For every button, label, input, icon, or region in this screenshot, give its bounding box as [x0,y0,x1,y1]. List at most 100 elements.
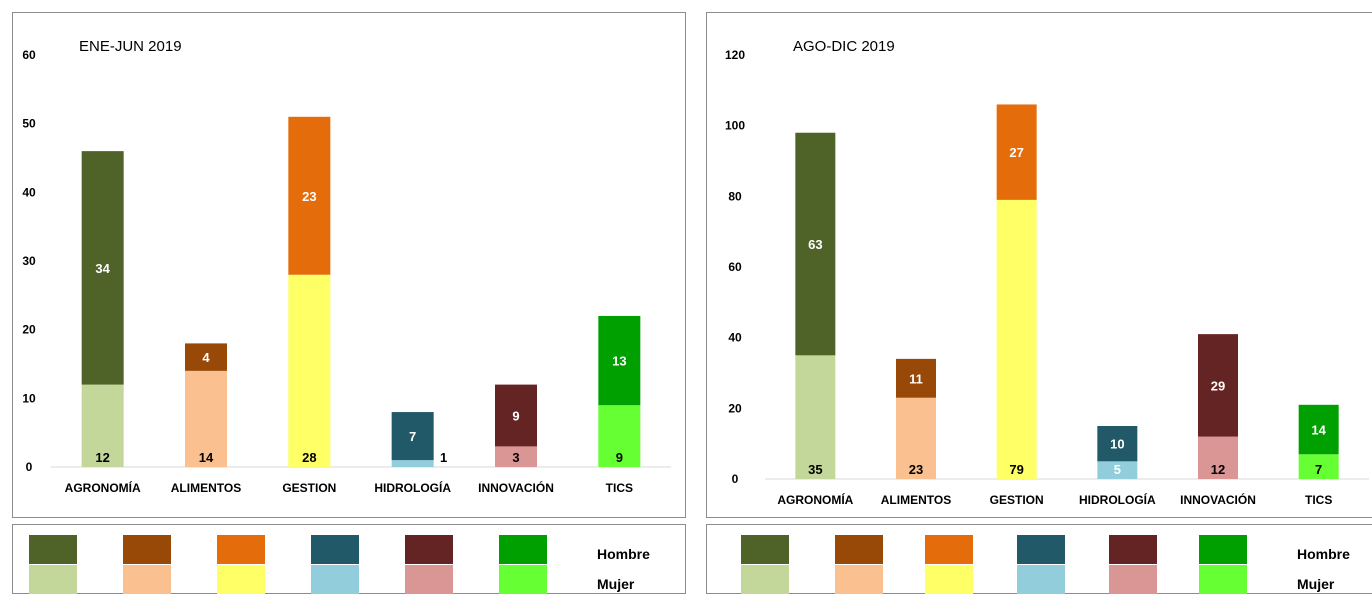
data-label-hombre-4: 9 [512,409,519,424]
legend-swatch-mujer-4 [405,565,453,594]
legend-swatch-hombre-5 [1199,535,1247,564]
legend-swatch-hombre-3 [1017,535,1065,564]
bar-hombre-3 [391,412,434,461]
bar-hombre-5 [598,315,641,406]
legend-swatch-mujer-2 [925,565,973,594]
data-label-hombre-4: 29 [1211,378,1225,393]
data-label-mujer-0: 12 [95,450,109,465]
chart-title: ENE-JUN 2019 [79,38,182,55]
legend-swatch-mujer-5 [1199,565,1247,594]
chart-panel-ene-jun: ENE-JUN 2019 0 10 20 30 40 50 60 12 34 AGRONOMÍA 14… [12,12,686,518]
x-tick-label: TICS [1305,493,1332,507]
chart-ago-dic: AGO-DIC 2019 0 20 40 60 80 100 120 35 63 AGRONOMÍA… [725,38,1369,507]
y-tick-label: 20 [728,401,742,415]
legend-label-mujer: Mujer [597,576,635,592]
legend-ago-dic: Hombre Mujer [741,535,1350,594]
data-label-mujer-3: 1 [440,450,447,465]
x-tick-label: AGRONOMÍA [777,492,853,507]
bar-mujer-3 [391,460,434,467]
x-tick-label: TICS [606,481,633,495]
chart-title: AGO-DIC 2019 [793,38,895,55]
y-tick-label: 100 [725,119,745,133]
bar-hombre-5 [1298,404,1339,455]
bar-hombre-0 [795,132,836,356]
x-tick-label: ALIMENTOS [881,493,951,507]
x-tick-label: HIDROLOGÍA [374,480,451,495]
legend-swatch-hombre-2 [217,535,265,564]
bar-mujer-4 [1198,436,1238,479]
x-tick-label: GESTION [990,493,1044,507]
x-tick-label: AGRONOMÍA [65,480,141,495]
legend-swatch-hombre-1 [835,535,883,564]
legend-swatch-hombre-0 [741,535,789,564]
legend-swatch-mujer-2 [217,565,265,594]
legend-swatch-hombre-4 [1109,535,1157,564]
legend-panel-ago-dic: Hombre Mujer [706,524,1372,594]
legend-swatch-hombre-3 [311,535,359,564]
data-label-hombre-0: 34 [95,261,110,276]
data-label-hombre-1: 4 [202,350,210,365]
legend-swatch-hombre-1 [123,535,171,564]
data-label-hombre-3: 10 [1110,437,1124,452]
bar-hombre-3 [1097,426,1138,462]
data-label-mujer-5: 7 [1315,462,1322,477]
y-tick-label: 80 [728,189,742,203]
bar-mujer-0 [81,384,124,467]
legend-label-hombre: Hombre [597,546,650,562]
data-label-hombre-3: 7 [409,429,416,444]
data-label-mujer-2: 28 [302,450,316,465]
legend-ene-jun: Hombre Mujer [29,535,650,594]
legend-swatch-mujer-3 [311,565,359,594]
legend-swatch-mujer-0 [29,565,77,594]
legend-swatch-mujer-5 [499,565,547,594]
y-tick-label: 20 [22,323,36,337]
y-tick-label: 0 [26,460,33,474]
legend-swatch-mujer-1 [123,565,171,594]
data-label-hombre-5: 14 [1311,423,1326,438]
x-tick-label: GESTION [282,481,336,495]
x-tick-label: INNOVACIÓN [1180,492,1256,507]
legend-label-mujer: Mujer [1297,576,1335,592]
chart-panel-ago-dic: AGO-DIC 2019 0 20 40 60 80 100 120 35 63 AGRONOMÍA… [706,12,1372,518]
data-label-mujer-1: 14 [199,450,214,465]
legend-swatch-mujer-4 [1109,565,1157,594]
data-label-hombre-2: 23 [302,189,316,204]
data-label-mujer-4: 12 [1211,462,1225,477]
bar-mujer-3 [1097,461,1138,479]
data-label-mujer-0: 35 [808,462,822,477]
legend-swatch-hombre-5 [499,535,547,564]
bar-hombre-1 [896,358,936,398]
y-tick-label: 40 [22,185,36,199]
bar-hombre-2 [996,104,1037,200]
legend-label-hombre: Hombre [1297,546,1350,562]
bar-hombre-4 [495,384,537,447]
legend-swatch-hombre-0 [29,535,77,564]
bar-hombre-4 [1198,334,1238,437]
x-tick-label: HIDROLOGÍA [1079,492,1156,507]
y-tick-label: 60 [728,260,742,274]
bar-mujer-2 [288,274,331,467]
bar-hombre-2 [288,116,331,275]
legend-swatch-hombre-4 [405,535,453,564]
legend-swatch-hombre-2 [925,535,973,564]
bar-mujer-4 [495,446,537,467]
legend-swatch-mujer-3 [1017,565,1065,594]
bar-mujer-5 [1298,454,1339,479]
bar-mujer-1 [185,370,227,467]
y-tick-label: 40 [728,331,742,345]
y-tick-label: 120 [725,48,745,62]
y-tick-label: 10 [22,391,36,405]
y-tick-label: 60 [22,48,36,62]
bar-hombre-0 [81,151,124,385]
data-label-mujer-1: 23 [909,462,923,477]
legend-swatch-mujer-1 [835,565,883,594]
y-tick-label: 30 [22,254,36,268]
legend-swatch-mujer-0 [741,565,789,594]
data-label-mujer-5: 9 [616,450,623,465]
bar-mujer-2 [996,199,1037,479]
chart-ene-jun: ENE-JUN 201901020304050601234AGRONOMÍA14… [22,38,671,495]
x-tick-label: INNOVACIÓN [478,480,554,495]
data-label-mujer-3: 5 [1114,462,1121,477]
data-label-hombre-1: 11 [909,371,923,386]
y-tick-label: 0 [732,472,739,486]
